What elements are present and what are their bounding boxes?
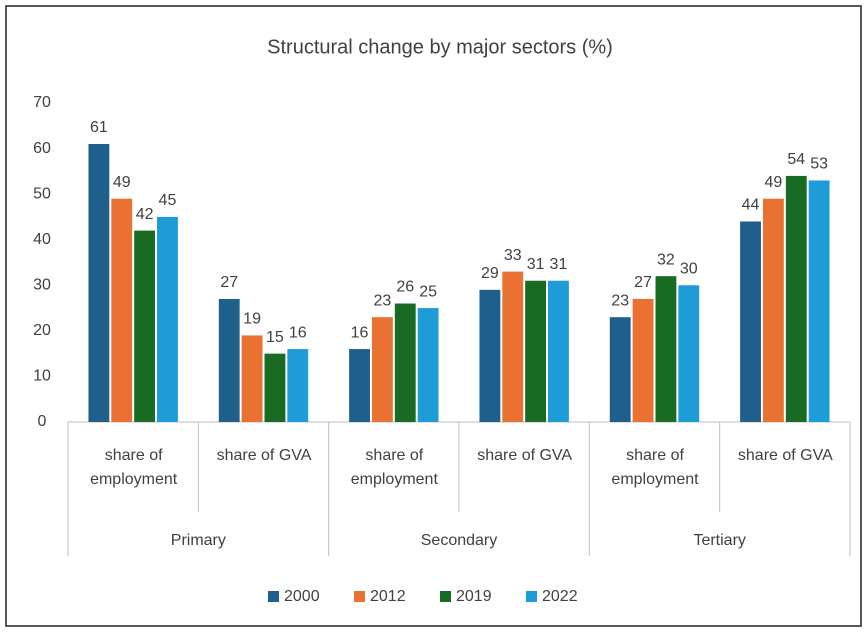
legend-swatch <box>354 591 365 602</box>
x-tick-label: share of GVA <box>737 447 833 464</box>
bar <box>655 276 677 422</box>
bar <box>762 198 784 422</box>
data-label: 42 <box>136 206 154 223</box>
data-label: 29 <box>481 265 499 282</box>
legend-label: 2012 <box>370 588 406 605</box>
group-label: Secondary <box>421 532 498 549</box>
data-label: 31 <box>527 256 545 273</box>
bar <box>88 144 110 422</box>
y-tick-label: 0 <box>38 413 47 430</box>
legend-label: 2022 <box>542 588 578 605</box>
data-label: 49 <box>113 174 131 191</box>
y-tick-label: 70 <box>33 94 51 111</box>
data-label: 16 <box>351 324 369 341</box>
bar <box>632 298 654 422</box>
data-label: 23 <box>611 292 629 309</box>
bar <box>785 175 807 422</box>
chart-title: Structural change by major sectors (%) <box>267 36 613 58</box>
bar <box>349 349 370 422</box>
bar <box>134 230 156 422</box>
bar <box>241 335 263 422</box>
legend-swatch <box>526 591 537 602</box>
data-label: 32 <box>657 251 675 268</box>
data-label: 61 <box>90 119 108 136</box>
bar <box>678 285 700 422</box>
y-tick-label: 20 <box>33 322 51 339</box>
data-label: 23 <box>374 292 392 309</box>
bar <box>525 280 547 422</box>
y-tick-label: 50 <box>33 185 51 202</box>
legend-swatch <box>268 591 279 602</box>
data-label: 33 <box>504 247 522 264</box>
bar <box>264 353 286 422</box>
data-label: 49 <box>765 174 783 191</box>
bar <box>609 317 631 422</box>
data-label: 27 <box>220 274 238 291</box>
data-label: 16 <box>289 324 307 341</box>
legend-label: 2000 <box>284 588 320 605</box>
x-tick-label: share of GVA <box>216 447 312 464</box>
x-tick-label: share of employment <box>350 447 438 488</box>
bar <box>394 303 416 422</box>
data-label: 30 <box>680 261 698 278</box>
bar <box>157 216 178 422</box>
bar <box>740 221 761 422</box>
legend-label: 2019 <box>456 588 492 605</box>
bar <box>502 271 524 422</box>
bar <box>218 298 240 422</box>
group-label: Tertiary <box>693 532 745 549</box>
y-tick-label: 30 <box>33 277 51 294</box>
y-tick-label: 40 <box>33 231 51 248</box>
bar <box>111 198 133 422</box>
data-label: 19 <box>243 311 261 328</box>
y-tick-label: 60 <box>33 140 51 157</box>
x-tick-label: share of employment <box>611 447 699 488</box>
data-label: 53 <box>810 156 828 173</box>
data-label: 25 <box>419 283 437 300</box>
x-tick-label: share of employment <box>90 447 178 488</box>
bar <box>417 308 439 422</box>
bar <box>371 317 393 422</box>
bar <box>287 349 309 422</box>
data-label: 44 <box>742 197 760 214</box>
data-label: 27 <box>634 274 652 291</box>
x-tick-label: share of GVA <box>477 447 573 464</box>
data-label: 26 <box>396 279 414 296</box>
legend-swatch <box>440 591 451 602</box>
bar <box>808 180 830 422</box>
data-label: 45 <box>159 192 177 209</box>
frame <box>5 5 862 627</box>
bar <box>479 289 501 422</box>
data-label: 54 <box>787 151 805 168</box>
bar <box>548 280 569 422</box>
group-label: Primary <box>171 532 226 549</box>
data-label: 31 <box>550 256 568 273</box>
data-label: 15 <box>266 329 284 346</box>
y-tick-label: 10 <box>33 368 51 385</box>
